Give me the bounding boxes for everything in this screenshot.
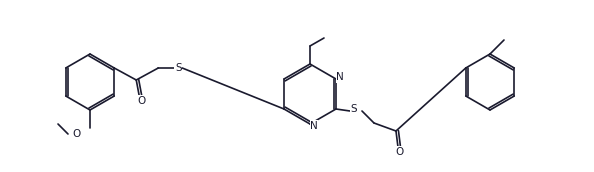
- Text: O: O: [396, 147, 404, 157]
- Text: N: N: [310, 121, 318, 131]
- Text: O: O: [72, 129, 80, 139]
- Text: S: S: [175, 63, 182, 73]
- Text: O: O: [137, 96, 146, 106]
- Text: N: N: [336, 72, 344, 82]
- Text: S: S: [350, 104, 358, 114]
